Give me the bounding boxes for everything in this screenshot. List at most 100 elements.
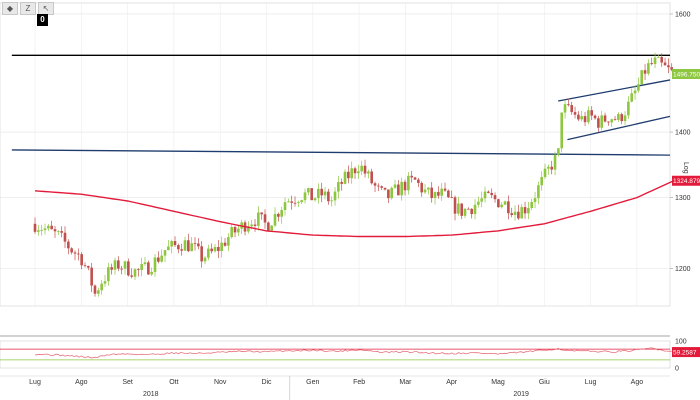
candle-body <box>330 200 333 202</box>
candle-body <box>340 182 343 184</box>
candle-body <box>547 166 550 169</box>
candle-body <box>227 237 230 246</box>
candles <box>33 52 674 297</box>
candle-body <box>50 225 53 230</box>
candle-body <box>620 114 624 122</box>
candle-body <box>423 189 427 193</box>
candle-body <box>300 200 303 203</box>
candle-body <box>307 188 310 193</box>
candle-body <box>350 168 353 179</box>
candle-body <box>200 246 203 262</box>
candle-body <box>503 201 507 205</box>
candle-body <box>187 240 190 252</box>
candle-body <box>623 115 627 122</box>
candle-body <box>587 110 590 123</box>
candle-body <box>493 195 497 200</box>
month-label: Apr <box>446 379 458 386</box>
candle-body <box>207 248 210 258</box>
candle-body <box>160 255 163 262</box>
candle-body <box>580 116 584 120</box>
candle-body <box>143 262 147 265</box>
candle-body <box>593 115 597 119</box>
candle-body <box>237 228 240 233</box>
month-label: Ago <box>631 379 644 386</box>
candle-body <box>173 241 177 246</box>
trendline-channel-upper <box>558 79 671 102</box>
candle-body <box>343 171 347 184</box>
candle-body <box>380 186 383 188</box>
candle-body <box>627 101 630 116</box>
candle-body <box>167 246 170 251</box>
candle-body <box>610 119 614 123</box>
candle-body <box>197 243 200 247</box>
candle-body <box>183 240 187 251</box>
candle-body <box>170 241 173 247</box>
candle-body <box>100 283 103 291</box>
candle-body <box>643 70 647 74</box>
candle-body <box>317 188 320 199</box>
candle-body <box>550 166 554 170</box>
candle-body <box>80 254 83 266</box>
last-price-badge <box>672 69 700 80</box>
candle-body <box>407 175 410 191</box>
candle-body <box>450 197 453 199</box>
candle-body <box>320 188 323 196</box>
candle-body <box>93 285 97 294</box>
ma-value-label: 1324.8798 <box>673 178 700 185</box>
diamond-icon[interactable]: ◆ <box>2 2 18 15</box>
candle-body <box>363 165 367 174</box>
candle-body <box>573 112 577 115</box>
candle-body <box>480 198 484 202</box>
candle-body <box>583 116 587 123</box>
candle-body <box>477 201 480 205</box>
candle-body <box>373 183 377 186</box>
candle-body <box>560 112 564 149</box>
candle-body <box>283 202 287 211</box>
zoom-icon[interactable]: Z <box>20 2 36 15</box>
candle-body <box>220 242 223 251</box>
candle-body <box>517 211 520 219</box>
candle-body <box>473 204 477 215</box>
candle-body <box>97 290 100 294</box>
candle-body <box>360 165 363 172</box>
moving-average <box>34 180 675 238</box>
candle-body <box>430 187 433 198</box>
candle-body <box>470 208 474 215</box>
candle-body <box>633 90 637 94</box>
candle-body <box>433 192 437 198</box>
year-label: 2018 <box>143 391 159 398</box>
oscillator-frame <box>0 340 671 369</box>
candle-body <box>73 252 77 254</box>
candle-body <box>603 115 607 122</box>
candle-body <box>90 267 93 286</box>
candle-body <box>247 226 250 232</box>
candle-body <box>400 181 403 196</box>
candle-body <box>457 203 460 214</box>
candle-body <box>647 63 650 74</box>
candle-body <box>497 199 500 208</box>
candle-body <box>367 171 370 174</box>
candle-body <box>670 67 674 70</box>
month-label: Ott <box>169 379 178 386</box>
candle-body <box>53 229 57 232</box>
month-label: Nov <box>214 379 227 386</box>
candle-body <box>523 207 527 214</box>
time-axis: Lug Ago Set Ott Nov Dic Gen Feb Mar Apr Mag Giu Lug A… <box>0 375 670 400</box>
candle-body <box>157 257 160 262</box>
candle-body <box>87 266 90 268</box>
candle-body <box>67 241 70 249</box>
candle-body <box>280 210 283 217</box>
candle-body <box>140 264 143 270</box>
candle-body <box>313 198 317 201</box>
candle-body <box>180 249 183 251</box>
candle-body <box>453 197 457 214</box>
candle-body <box>163 250 167 256</box>
candle-body <box>490 192 494 196</box>
month-label: Lug <box>29 379 41 386</box>
candle-body <box>290 201 293 203</box>
oscillator-line <box>35 347 672 359</box>
candle-body <box>570 105 574 113</box>
candle-body <box>267 222 270 231</box>
candle-body <box>440 188 443 196</box>
candle-body <box>553 154 557 170</box>
